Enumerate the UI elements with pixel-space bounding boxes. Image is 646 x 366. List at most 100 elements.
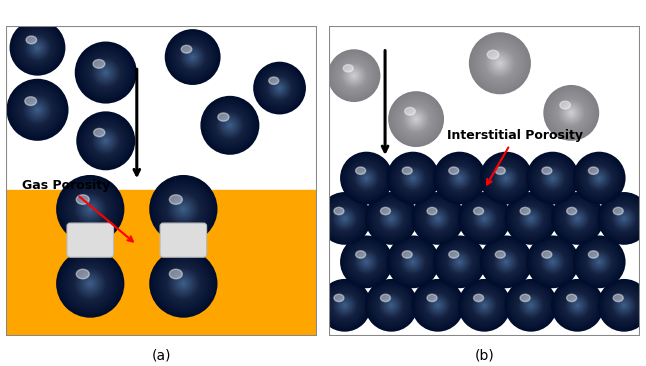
- Circle shape: [276, 85, 283, 92]
- Ellipse shape: [542, 251, 552, 258]
- Circle shape: [488, 51, 512, 76]
- Circle shape: [459, 193, 510, 244]
- Circle shape: [370, 284, 412, 326]
- Circle shape: [530, 155, 576, 201]
- Circle shape: [555, 283, 600, 328]
- Circle shape: [498, 170, 514, 186]
- Ellipse shape: [169, 269, 182, 279]
- Circle shape: [87, 206, 94, 213]
- Circle shape: [535, 160, 570, 196]
- Circle shape: [20, 92, 55, 127]
- Circle shape: [373, 201, 409, 236]
- Circle shape: [378, 205, 404, 232]
- Circle shape: [591, 254, 607, 270]
- Circle shape: [447, 250, 472, 274]
- Circle shape: [598, 279, 646, 332]
- Circle shape: [514, 289, 548, 322]
- Circle shape: [421, 201, 455, 236]
- Circle shape: [268, 76, 291, 100]
- Circle shape: [169, 269, 198, 298]
- Circle shape: [210, 106, 249, 145]
- Circle shape: [546, 171, 559, 185]
- Circle shape: [389, 303, 394, 308]
- Circle shape: [339, 61, 369, 91]
- Circle shape: [560, 102, 583, 124]
- Circle shape: [399, 164, 427, 192]
- Circle shape: [359, 255, 373, 269]
- Circle shape: [67, 260, 114, 307]
- Circle shape: [344, 155, 390, 201]
- Circle shape: [436, 238, 483, 285]
- Circle shape: [21, 31, 54, 64]
- Circle shape: [503, 258, 510, 265]
- Ellipse shape: [26, 36, 37, 44]
- Circle shape: [570, 298, 585, 313]
- Circle shape: [178, 278, 189, 289]
- Circle shape: [437, 155, 483, 201]
- Circle shape: [321, 281, 368, 329]
- Circle shape: [223, 119, 237, 132]
- Ellipse shape: [76, 195, 89, 204]
- Circle shape: [461, 281, 508, 329]
- Circle shape: [575, 303, 580, 308]
- Circle shape: [496, 168, 516, 188]
- Circle shape: [474, 295, 495, 316]
- Circle shape: [561, 102, 581, 123]
- Circle shape: [348, 70, 360, 82]
- Circle shape: [551, 176, 554, 180]
- Circle shape: [566, 107, 577, 119]
- Ellipse shape: [76, 269, 89, 279]
- Circle shape: [442, 244, 477, 280]
- Circle shape: [588, 167, 610, 190]
- Circle shape: [17, 89, 58, 131]
- Circle shape: [598, 177, 600, 179]
- Circle shape: [176, 277, 190, 290]
- Circle shape: [576, 154, 623, 202]
- Circle shape: [516, 203, 546, 234]
- Circle shape: [405, 254, 421, 270]
- Circle shape: [548, 257, 557, 266]
- Circle shape: [581, 160, 617, 196]
- Circle shape: [609, 203, 639, 234]
- Circle shape: [551, 192, 604, 245]
- Circle shape: [459, 261, 461, 263]
- Circle shape: [412, 279, 464, 332]
- Circle shape: [191, 55, 194, 59]
- Circle shape: [27, 100, 48, 120]
- Circle shape: [351, 247, 381, 277]
- Circle shape: [340, 214, 349, 223]
- Circle shape: [70, 188, 110, 229]
- Circle shape: [408, 111, 424, 127]
- Circle shape: [434, 215, 441, 222]
- Circle shape: [490, 162, 522, 194]
- Circle shape: [437, 305, 439, 306]
- Circle shape: [565, 292, 590, 318]
- Circle shape: [522, 296, 539, 314]
- Circle shape: [342, 303, 348, 308]
- Circle shape: [25, 97, 50, 122]
- Circle shape: [412, 115, 421, 124]
- Circle shape: [480, 235, 532, 288]
- Circle shape: [621, 303, 627, 308]
- Circle shape: [541, 167, 564, 190]
- Circle shape: [367, 194, 416, 243]
- Circle shape: [623, 305, 625, 306]
- Circle shape: [373, 287, 410, 324]
- Circle shape: [484, 48, 516, 79]
- Ellipse shape: [589, 167, 598, 174]
- Circle shape: [91, 58, 120, 87]
- Circle shape: [89, 56, 122, 89]
- Circle shape: [608, 203, 640, 234]
- Circle shape: [413, 194, 463, 243]
- Circle shape: [474, 208, 495, 229]
- Circle shape: [372, 286, 411, 325]
- Circle shape: [590, 252, 609, 272]
- Circle shape: [85, 278, 96, 289]
- Circle shape: [394, 97, 439, 141]
- Circle shape: [417, 198, 458, 239]
- Circle shape: [517, 204, 545, 232]
- Circle shape: [512, 286, 550, 325]
- Circle shape: [329, 203, 360, 234]
- Circle shape: [200, 96, 260, 155]
- Circle shape: [402, 167, 424, 190]
